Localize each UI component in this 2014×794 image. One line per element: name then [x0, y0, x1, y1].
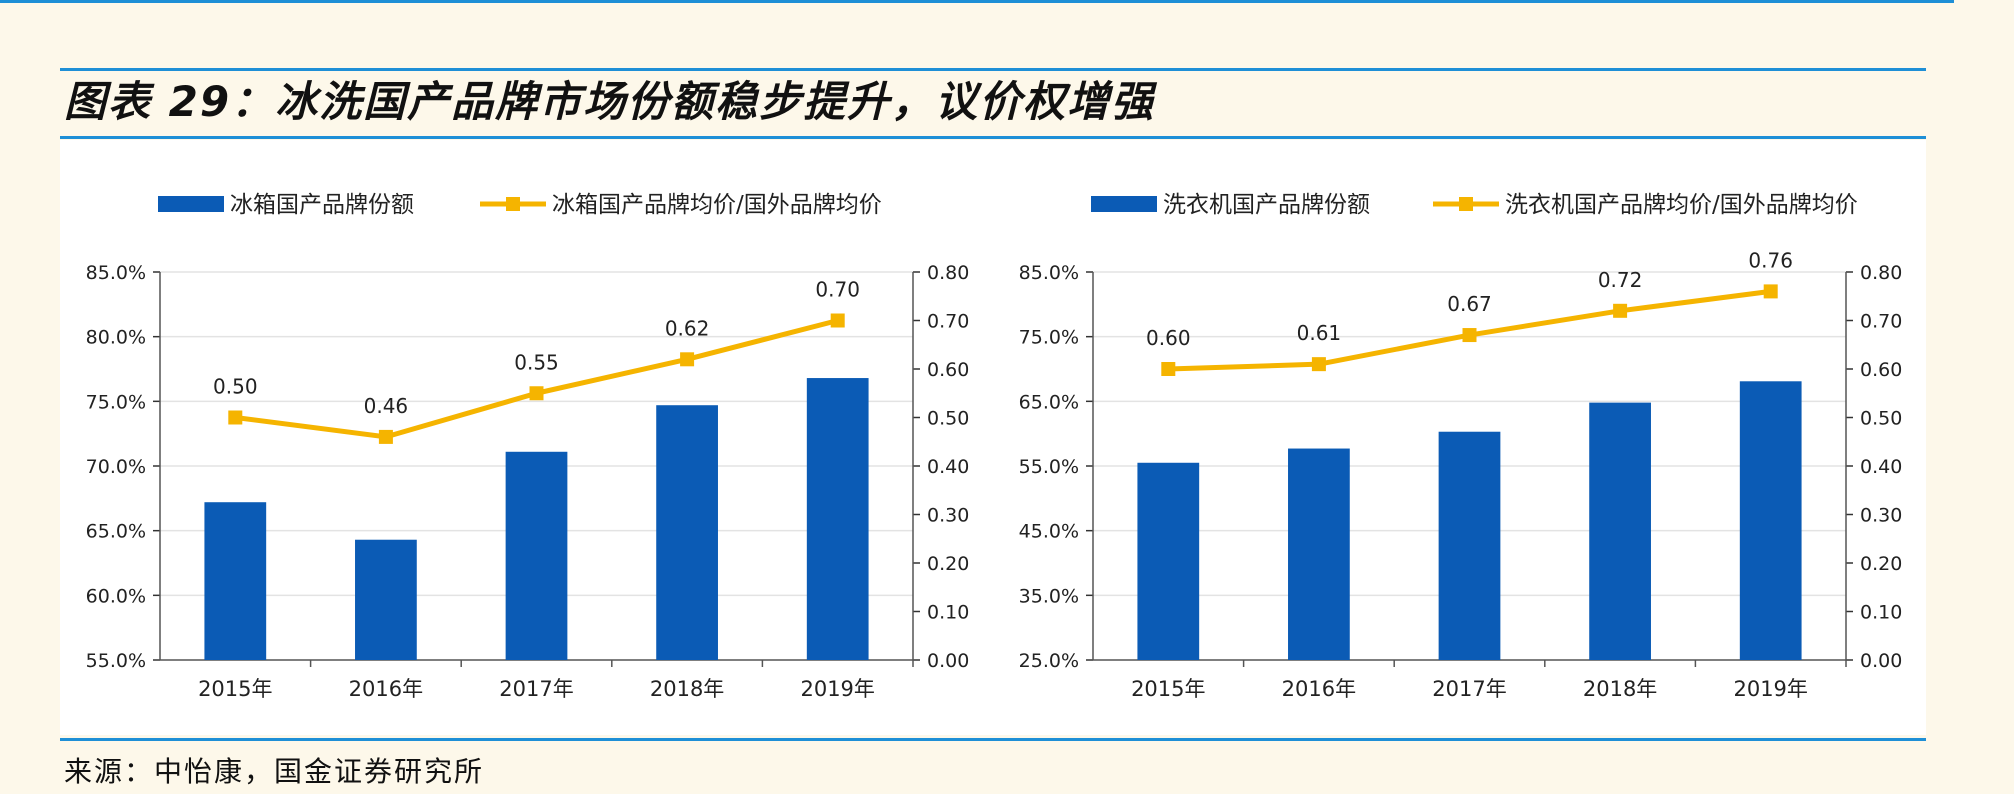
figure-title: 图表 29：冰洗国产品牌市场份额稳步提升，议价权增强 [64, 77, 1156, 126]
chart-panel: 冰箱国产品牌份额 冰箱国产品牌均价/国外品牌均价 55.0% 60.0% 65.0% 70… [60, 140, 1926, 735]
legend-bar-label: 洗衣机国产品牌份额 [1163, 192, 1370, 218]
title-rule-top [60, 68, 1926, 71]
line-data-label: 0.55 [514, 350, 559, 374]
x-tick-label: 2017年 [1432, 677, 1506, 701]
bar [1288, 448, 1350, 660]
x-tick-label: 2018年 [650, 677, 724, 701]
right-tick-label: 0.40 [927, 456, 969, 478]
left-tick-label: 85.0% [1019, 262, 1079, 284]
right-tick-label: 0.40 [1860, 456, 1902, 478]
legend-line-label: 洗衣机国产品牌均价/国外品牌均价 [1505, 192, 1858, 218]
left-tick-label: 55.0% [86, 650, 146, 672]
right-tick-label: 0.50 [927, 408, 969, 430]
line-data-label: 0.46 [364, 394, 409, 418]
fridge-chart: 冰箱国产品牌份额 冰箱国产品牌均价/国外品牌均价 55.0% 60.0% 65.0% 70… [86, 192, 970, 701]
left-tick-label: 35.0% [1019, 585, 1079, 607]
line-point [830, 313, 845, 328]
bottom-rule [60, 738, 1926, 741]
left-tick-label: 85.0% [86, 262, 146, 284]
title-rule-bottom [60, 136, 1926, 139]
right-tick-label: 0.80 [927, 262, 969, 284]
bar [505, 451, 568, 660]
legend-line-label: 冰箱国产品牌均价/国外品牌均价 [552, 192, 882, 218]
right-tick-label: 0.60 [927, 359, 969, 381]
x-tick-label: 2018年 [1583, 677, 1657, 701]
right-tick-label: 0.10 [1860, 602, 1902, 624]
bar [355, 539, 417, 660]
line-data-label: 0.67 [1447, 292, 1492, 316]
left-tick-label: 25.0% [1019, 650, 1079, 672]
left-tick-label: 75.0% [86, 391, 146, 413]
bar [1137, 462, 1200, 660]
legend-line-marker [1459, 197, 1473, 211]
x-tick-label: 2019年 [1733, 677, 1807, 701]
right-tick-label: 0.00 [1860, 650, 1902, 672]
right-tick-label: 0.00 [927, 650, 969, 672]
line-data-label: 0.50 [213, 375, 258, 399]
left-tick-label: 60.0% [86, 585, 146, 607]
legend-bar-label: 冰箱国产品牌份额 [230, 192, 414, 218]
left-tick-label: 65.0% [86, 521, 146, 543]
line-data-label: 0.76 [1748, 248, 1793, 272]
line-point [228, 410, 243, 425]
right-tick-label: 0.50 [1860, 408, 1902, 430]
bar [656, 405, 718, 660]
line-data-label: 0.70 [815, 278, 860, 302]
right-tick-label: 0.30 [1860, 505, 1902, 527]
x-tick-label: 2017年 [499, 677, 573, 701]
left-tick-label: 55.0% [1019, 456, 1079, 478]
left-tick-label: 70.0% [86, 456, 146, 478]
bar [1589, 402, 1651, 660]
right-tick-label: 0.70 [927, 311, 969, 333]
left-tick-label: 75.0% [1019, 327, 1079, 349]
legend-line-marker [506, 197, 520, 211]
line-point [1311, 357, 1326, 372]
line-point [1161, 362, 1176, 376]
line-point [529, 386, 544, 401]
right-tick-label: 0.60 [1860, 359, 1902, 381]
left-tick-label: 45.0% [1019, 521, 1079, 543]
right-tick-label: 0.70 [1860, 311, 1902, 333]
washer-chart: 洗衣机国产品牌份额 洗衣机国产品牌均价/国外品牌均价 25.0% 35.0% 45.0%… [1019, 192, 1903, 701]
line-point [1613, 303, 1628, 318]
source-note: 来源：中怡康，国金证券研究所 [64, 755, 485, 788]
right-tick-label: 0.30 [927, 505, 969, 527]
right-tick-label: 0.20 [927, 553, 969, 575]
bar [1739, 381, 1802, 660]
left-tick-label: 65.0% [1019, 391, 1079, 413]
bar [204, 502, 267, 660]
line-data-label: 0.72 [1598, 268, 1643, 292]
line-data-label: 0.60 [1146, 326, 1191, 350]
legend-bar-swatch [1091, 196, 1157, 212]
right-tick-label: 0.10 [927, 602, 969, 624]
x-tick-label: 2015年 [1131, 677, 1205, 701]
line-series [234, 318, 839, 440]
bar [1438, 431, 1501, 660]
line-point [1763, 284, 1778, 299]
right-tick-label: 0.80 [1860, 262, 1902, 284]
x-tick-label: 2015年 [198, 677, 272, 701]
bar [806, 378, 869, 660]
legend-bar-swatch [158, 196, 224, 212]
right-tick-label: 0.20 [1860, 553, 1902, 575]
x-tick-label: 2016年 [349, 677, 423, 701]
left-tick-label: 80.0% [86, 327, 146, 349]
line-data-label: 0.61 [1297, 321, 1342, 345]
top-rule [0, 0, 1954, 3]
line-point [378, 429, 393, 444]
line-data-label: 0.62 [665, 316, 710, 340]
line-point [1462, 328, 1477, 343]
x-tick-label: 2016年 [1282, 677, 1356, 701]
x-tick-label: 2019年 [800, 677, 874, 701]
line-point [680, 352, 695, 367]
